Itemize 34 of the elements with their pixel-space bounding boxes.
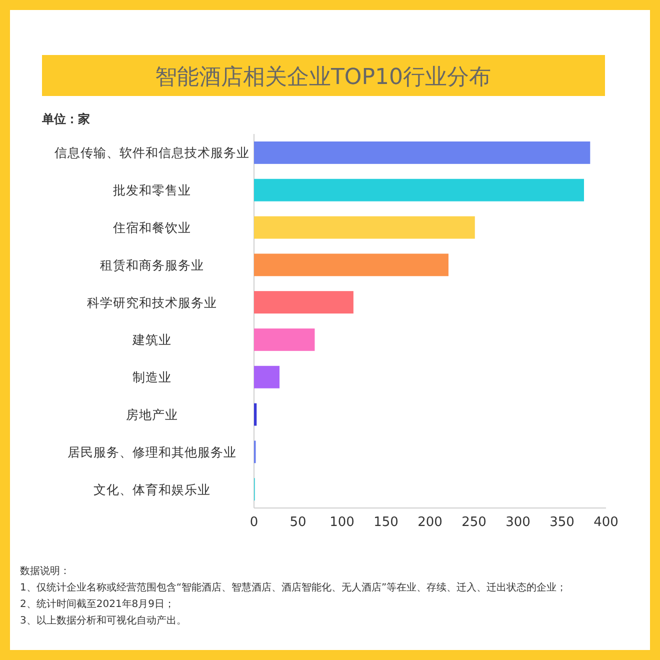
x-tick-label: 350: [550, 515, 574, 530]
y-tick-label: 信息传输、软件和信息技术服务业: [54, 145, 250, 160]
text: 2、统计时间截至2021年8月9日；: [20, 598, 175, 610]
text: 单位：家: [41, 112, 90, 126]
y-tick-label: 住宿和餐饮业: [112, 220, 191, 235]
title: 智能酒店相关企业TOP10行业分布: [42, 55, 605, 96]
bar: [254, 366, 280, 388]
text: 数据说明：: [20, 565, 70, 577]
x-tick-label: 300: [506, 515, 530, 530]
y-tick-label: 建筑业: [132, 332, 172, 348]
x-tick-label: 400: [594, 515, 618, 530]
y-tick-label: 制造业: [132, 370, 172, 385]
bar: [254, 328, 315, 351]
y-tick-label: 文化、体育和娱乐业: [94, 482, 210, 497]
y-tick-label: 房地产业: [126, 407, 178, 422]
y-tick-label: 批发和零售业: [113, 182, 191, 198]
x-tick-label: 150: [374, 515, 398, 530]
bar: [254, 403, 257, 426]
y-tick-label: 科学研究和技术服务业: [87, 294, 217, 310]
bar: [254, 254, 448, 276]
chart-title: 智能酒店相关企业TOP10行业分布: [154, 65, 492, 90]
bar: [254, 291, 354, 314]
x-tick-label: 0: [250, 515, 258, 530]
text: 1、仅统计企业名称或经营范围包含“智能酒店、智慧酒店、酒店智能化、无人酒店”等在业、存续、迁入、迁出状态的企业；: [20, 582, 567, 594]
bar: [254, 141, 590, 164]
x-tick-label: 250: [462, 515, 486, 530]
x-tick-label: 200: [418, 515, 442, 530]
y-tick-label: 居民服务、修理和其他服务业: [68, 444, 236, 460]
bar: [254, 216, 475, 239]
bar: [254, 178, 584, 202]
text: 3、以上数据分析和可视化自动产出。: [20, 614, 186, 626]
x-tick-label: 50: [290, 515, 306, 530]
y-tick-label: 租赁和商务服务业: [100, 257, 204, 272]
x-tick-label: 100: [330, 515, 354, 530]
